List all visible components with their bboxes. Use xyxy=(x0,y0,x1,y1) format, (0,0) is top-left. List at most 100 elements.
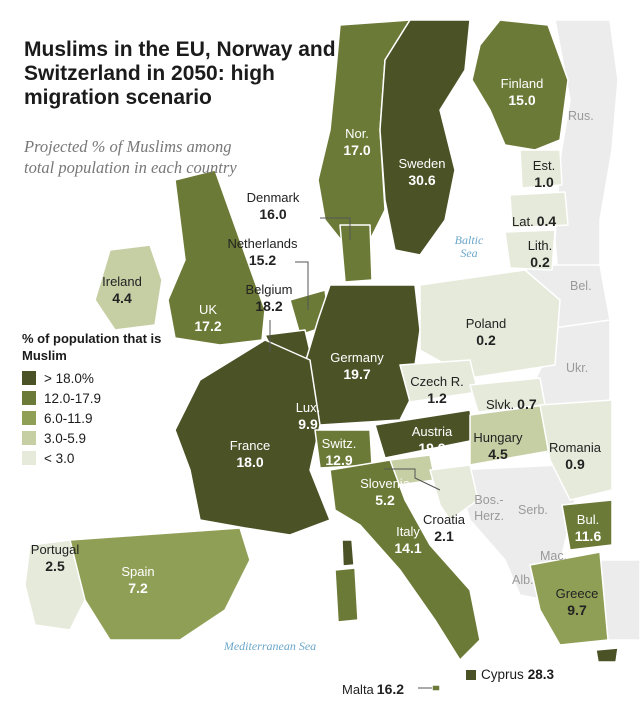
legend-swatch xyxy=(22,391,36,405)
russia-region xyxy=(554,19,619,301)
legend-item: 3.0-5.9 xyxy=(22,428,172,448)
france-region xyxy=(174,339,331,536)
uk-region xyxy=(167,169,266,346)
country-name: Czech R. xyxy=(410,374,464,389)
germany-region xyxy=(305,284,421,426)
legend-label: > 18.0% xyxy=(44,370,94,386)
country-value: 12.9 xyxy=(325,452,353,468)
slovakia-label: Slvk. 0.7 xyxy=(486,396,537,413)
uk-label: UK 17.2 xyxy=(186,302,230,334)
malta-label: Malta 16.2 xyxy=(342,681,404,698)
romania-label: Romania 0.9 xyxy=(540,440,610,472)
country-value: 0.4 xyxy=(536,213,557,229)
country-name: UK xyxy=(198,302,218,317)
country-name: Lith. xyxy=(527,238,553,253)
country-value: 0.2 xyxy=(530,254,550,270)
country-name: Belgium xyxy=(245,282,293,297)
legend-swatch xyxy=(22,411,36,425)
country-name: Italy xyxy=(396,524,420,539)
leader-lines xyxy=(269,217,441,689)
country-value: 11.6 xyxy=(574,528,602,544)
sweden-label: Sweden 30.6 xyxy=(392,156,452,188)
estonia-region xyxy=(519,149,563,189)
country-value: 2.5 xyxy=(45,558,65,574)
country-name: Netherlands xyxy=(227,236,298,251)
serbia-label: Serb. xyxy=(518,503,548,517)
romania-region xyxy=(539,399,613,501)
russia-label: Rus. xyxy=(568,109,594,123)
finland-region xyxy=(471,19,569,151)
malta-region xyxy=(431,684,441,692)
country-value: 5.2 xyxy=(375,492,395,508)
country-value: 4.5 xyxy=(488,446,508,462)
slovenia-label: Slovenia 5.2 xyxy=(350,476,420,508)
croatia-label: Croatia 2.1 xyxy=(416,512,472,544)
country-value: 28.3 xyxy=(527,667,555,682)
sardinia-region xyxy=(334,567,359,623)
country-name: Greece xyxy=(555,586,599,601)
legend-label: 12.0-17.9 xyxy=(44,390,102,406)
latvia-region xyxy=(509,191,569,229)
ireland-label: Ireland 4.4 xyxy=(96,274,148,306)
lithuania-region xyxy=(504,229,556,271)
croatia-region xyxy=(429,464,479,521)
legend: % of population that is Muslim > 18.0% 1… xyxy=(22,330,172,468)
country-value: 0.9 xyxy=(565,456,585,472)
sweden-region xyxy=(379,19,471,256)
cyprus-region xyxy=(595,647,619,663)
map-title: Muslims in the EU, Norway and Switzerlan… xyxy=(24,38,336,109)
luxembourg-label: Lux. 9.9 xyxy=(286,400,330,432)
country-name: Bul. xyxy=(576,512,600,527)
czech-label: Czech R. 1.2 xyxy=(402,374,472,406)
country-value: 15.2 xyxy=(248,252,277,268)
legend-item: > 18.0% xyxy=(22,368,172,388)
corsica-region xyxy=(341,539,355,567)
country-name: Malta xyxy=(342,682,374,697)
spain-label: Spain 7.2 xyxy=(108,564,168,596)
country-name: Romania xyxy=(548,440,602,455)
germany-label: Germany 19.7 xyxy=(320,350,394,382)
france-label: France 18.0 xyxy=(220,438,280,470)
country-name: Croatia xyxy=(423,512,465,527)
country-name: Slovenia xyxy=(360,476,410,491)
netherlands-label: Netherlands 15.2 xyxy=(215,236,310,268)
legend-label: 3.0-5.9 xyxy=(44,430,87,446)
greece-label: Greece 9.7 xyxy=(546,586,608,618)
country-value: 17.0 xyxy=(343,142,371,158)
legend-label: 6.0-11.9 xyxy=(44,410,93,426)
legend-swatch xyxy=(22,371,36,385)
cyprus-swatch xyxy=(466,669,476,680)
sea-label-mediterranean: Mediterranean Sea xyxy=(223,639,317,653)
country-name: Austria xyxy=(411,424,453,439)
albania-label: Alb. xyxy=(512,573,534,587)
country-value: 7.2 xyxy=(128,580,148,596)
ireland-region xyxy=(94,244,163,331)
hungary-label: Hungary 4.5 xyxy=(466,430,530,462)
country-value: 9.9 xyxy=(298,416,318,432)
norway-label: Nor. 17.0 xyxy=(335,126,379,158)
map-subtitle: Projected % of Muslims among total popul… xyxy=(24,137,237,177)
country-value: 4.4 xyxy=(112,290,132,306)
country-name: Est. xyxy=(532,158,556,173)
poland-label: Poland 0.2 xyxy=(456,316,516,348)
macedonia-label: Mac. xyxy=(540,549,568,563)
legend-item: 6.0-11.9 xyxy=(22,408,172,428)
country-name: Lat. xyxy=(512,214,534,229)
austria-label: Austria 19.9 xyxy=(400,424,464,456)
latvia-label: Lat. 0.4 xyxy=(512,213,556,230)
denmark-label: Denmark 16.0 xyxy=(238,190,308,222)
country-name: Sweden xyxy=(398,156,446,171)
country-name: France xyxy=(229,438,271,453)
country-name: Lux. xyxy=(295,400,321,415)
country-value: 16.2 xyxy=(376,681,405,697)
greece-region xyxy=(529,551,609,646)
bulgaria-label: Bul. 11.6 xyxy=(566,512,610,544)
country-value: 30.6 xyxy=(408,172,436,188)
country-value: 15.0 xyxy=(508,92,536,108)
country-value: 0.7 xyxy=(517,396,537,412)
finland-label: Finland 15.0 xyxy=(492,76,552,108)
country-name: Ireland xyxy=(102,274,142,289)
country-value: 1.2 xyxy=(427,390,447,406)
legend-swatch xyxy=(22,451,36,465)
